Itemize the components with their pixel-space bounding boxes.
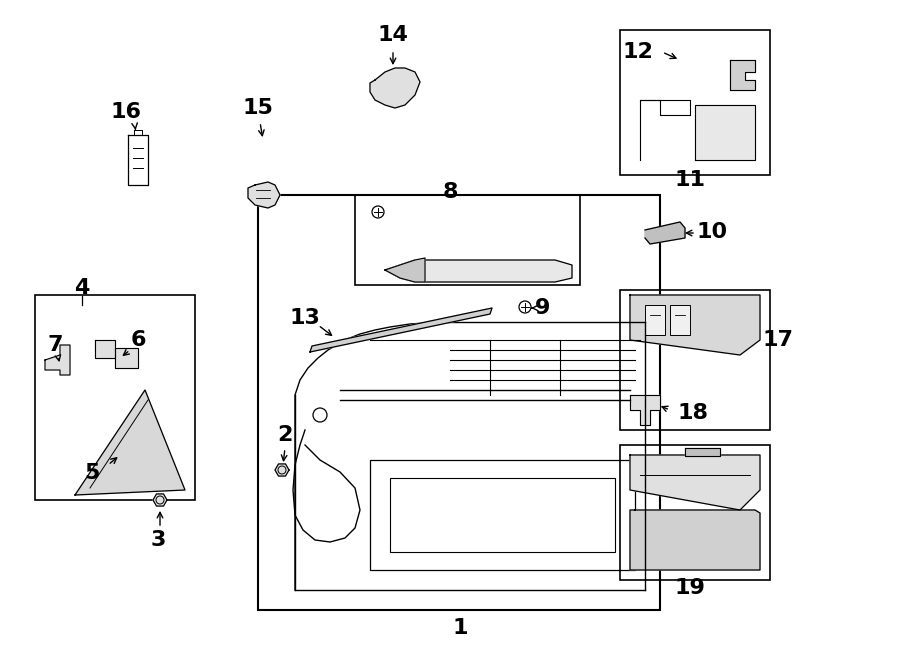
Bar [620, 445, 770, 580]
Text: 19: 19 [675, 578, 706, 598]
Polygon shape [685, 448, 720, 456]
Polygon shape [645, 222, 685, 244]
Text: 12: 12 [623, 42, 653, 62]
Text: 7: 7 [47, 335, 63, 355]
Text: 9: 9 [536, 298, 551, 318]
Polygon shape [630, 455, 760, 510]
Polygon shape [695, 105, 755, 160]
Bar [670, 305, 690, 335]
Text: 6: 6 [130, 330, 146, 350]
Bar [258, 195, 660, 610]
Text: 15: 15 [243, 98, 274, 118]
Text: 3: 3 [150, 530, 166, 550]
Text: 14: 14 [378, 25, 409, 45]
Text: 10: 10 [697, 222, 727, 242]
Text: 18: 18 [678, 403, 708, 423]
Polygon shape [370, 68, 420, 108]
Polygon shape [153, 494, 167, 506]
Polygon shape [45, 345, 70, 375]
Bar [370, 460, 635, 570]
Polygon shape [730, 60, 755, 90]
Text: 2: 2 [277, 425, 292, 445]
Bar [355, 195, 580, 285]
Text: 1: 1 [452, 618, 468, 638]
Polygon shape [115, 348, 138, 368]
Text: 16: 16 [111, 102, 141, 122]
Polygon shape [275, 464, 289, 476]
Bar [620, 30, 770, 175]
Text: 4: 4 [75, 278, 90, 298]
Polygon shape [630, 395, 660, 425]
Polygon shape [385, 260, 572, 282]
Bar [645, 305, 665, 335]
Polygon shape [630, 510, 760, 570]
Polygon shape [248, 182, 280, 208]
Text: 13: 13 [290, 308, 320, 328]
Bar [35, 295, 195, 500]
Polygon shape [310, 308, 492, 352]
Polygon shape [630, 295, 760, 355]
Text: 8: 8 [442, 182, 458, 202]
Polygon shape [75, 390, 185, 495]
Polygon shape [385, 258, 425, 282]
Bar [620, 290, 770, 430]
Text: 5: 5 [85, 463, 100, 483]
Polygon shape [95, 340, 115, 358]
Text: 11: 11 [674, 170, 706, 190]
Bar [390, 478, 615, 552]
Text: 17: 17 [762, 330, 794, 350]
